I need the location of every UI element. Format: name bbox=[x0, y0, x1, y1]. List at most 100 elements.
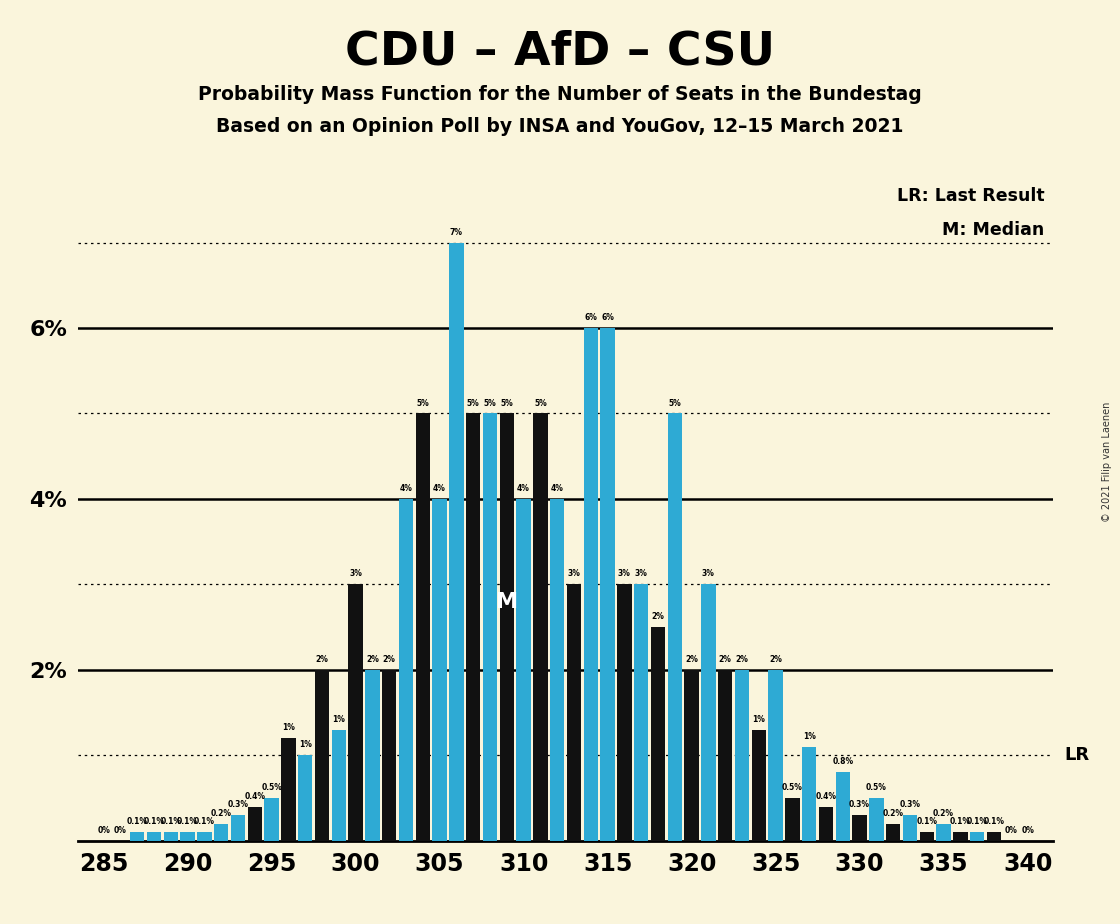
Text: 2%: 2% bbox=[769, 655, 782, 664]
Text: 0.1%: 0.1% bbox=[967, 818, 988, 826]
Bar bbox=[701, 585, 716, 841]
Text: 1%: 1% bbox=[282, 723, 295, 733]
Text: 0%: 0% bbox=[1005, 826, 1017, 835]
Bar bbox=[298, 756, 312, 841]
Bar bbox=[348, 585, 363, 841]
Text: M: Median: M: Median bbox=[942, 221, 1044, 238]
Text: 0.1%: 0.1% bbox=[177, 818, 198, 826]
Text: 2%: 2% bbox=[316, 655, 328, 664]
Text: 0%: 0% bbox=[1021, 826, 1034, 835]
Bar bbox=[197, 833, 212, 841]
Text: 2%: 2% bbox=[366, 655, 379, 664]
Text: 4%: 4% bbox=[551, 484, 563, 493]
Text: 1%: 1% bbox=[333, 715, 345, 723]
Text: 3%: 3% bbox=[635, 569, 647, 578]
Bar bbox=[432, 499, 447, 841]
Bar bbox=[382, 670, 396, 841]
Text: 0.5%: 0.5% bbox=[866, 784, 887, 792]
Bar bbox=[819, 807, 833, 841]
Text: 0.5%: 0.5% bbox=[261, 784, 282, 792]
Text: 1%: 1% bbox=[299, 740, 311, 749]
Text: 1%: 1% bbox=[803, 732, 815, 741]
Bar bbox=[264, 798, 279, 841]
Text: 5%: 5% bbox=[501, 398, 513, 407]
Bar bbox=[214, 824, 228, 841]
Text: 3%: 3% bbox=[618, 569, 631, 578]
Bar bbox=[920, 833, 934, 841]
Text: 0.4%: 0.4% bbox=[244, 792, 265, 801]
Bar bbox=[802, 747, 816, 841]
Bar bbox=[903, 815, 917, 841]
Bar bbox=[516, 499, 531, 841]
Bar bbox=[281, 738, 296, 841]
Text: 3%: 3% bbox=[349, 569, 362, 578]
Text: 3%: 3% bbox=[702, 569, 715, 578]
Text: 2%: 2% bbox=[383, 655, 395, 664]
Bar bbox=[466, 414, 480, 841]
Text: 4%: 4% bbox=[517, 484, 530, 493]
Text: LR: LR bbox=[1064, 747, 1090, 764]
Text: 0.3%: 0.3% bbox=[227, 800, 249, 809]
Text: 3%: 3% bbox=[568, 569, 580, 578]
Bar bbox=[953, 833, 968, 841]
Text: 0.8%: 0.8% bbox=[832, 758, 853, 767]
Text: 5%: 5% bbox=[484, 398, 496, 407]
Bar bbox=[936, 824, 951, 841]
Text: 6%: 6% bbox=[601, 313, 614, 322]
Bar bbox=[684, 670, 699, 841]
Bar bbox=[987, 833, 1001, 841]
Text: 4%: 4% bbox=[400, 484, 412, 493]
Text: LR: Last Result: LR: Last Result bbox=[897, 187, 1044, 204]
Text: 0.1%: 0.1% bbox=[950, 818, 971, 826]
Bar bbox=[164, 833, 178, 841]
Text: 0.5%: 0.5% bbox=[782, 784, 803, 792]
Text: 0.2%: 0.2% bbox=[933, 808, 954, 818]
Bar bbox=[550, 499, 564, 841]
Bar bbox=[483, 414, 497, 841]
Text: 2%: 2% bbox=[685, 655, 698, 664]
Bar bbox=[886, 824, 900, 841]
Bar bbox=[852, 815, 867, 841]
Bar bbox=[634, 585, 648, 841]
Bar bbox=[651, 627, 665, 841]
Bar bbox=[180, 833, 195, 841]
Text: Based on an Opinion Poll by INSA and YouGov, 12–15 March 2021: Based on an Opinion Poll by INSA and You… bbox=[216, 117, 904, 137]
Text: 0%: 0% bbox=[97, 826, 110, 835]
Bar bbox=[970, 833, 984, 841]
Bar bbox=[449, 243, 464, 841]
Bar bbox=[315, 670, 329, 841]
Text: 1%: 1% bbox=[753, 715, 765, 723]
Text: 7%: 7% bbox=[450, 227, 463, 237]
Text: 0.1%: 0.1% bbox=[143, 818, 165, 826]
Bar bbox=[231, 815, 245, 841]
Text: 0.1%: 0.1% bbox=[127, 818, 148, 826]
Text: 5%: 5% bbox=[467, 398, 479, 407]
Text: 2%: 2% bbox=[719, 655, 731, 664]
Text: 0.1%: 0.1% bbox=[194, 818, 215, 826]
Bar bbox=[248, 807, 262, 841]
Text: 0%: 0% bbox=[114, 826, 127, 835]
Text: 6%: 6% bbox=[585, 313, 597, 322]
Text: 0.3%: 0.3% bbox=[849, 800, 870, 809]
Bar bbox=[399, 499, 413, 841]
Bar bbox=[130, 833, 144, 841]
Bar bbox=[567, 585, 581, 841]
Bar bbox=[332, 730, 346, 841]
Bar bbox=[365, 670, 380, 841]
Bar bbox=[735, 670, 749, 841]
Text: 0.1%: 0.1% bbox=[916, 818, 937, 826]
Bar bbox=[768, 670, 783, 841]
Bar bbox=[785, 798, 800, 841]
Text: 4%: 4% bbox=[433, 484, 446, 493]
Text: 2%: 2% bbox=[736, 655, 748, 664]
Text: M: M bbox=[496, 591, 517, 612]
Text: 0.4%: 0.4% bbox=[815, 792, 837, 801]
Text: 0.1%: 0.1% bbox=[983, 818, 1005, 826]
Text: 0.1%: 0.1% bbox=[160, 818, 181, 826]
Bar bbox=[584, 328, 598, 841]
Bar bbox=[416, 414, 430, 841]
Text: 5%: 5% bbox=[669, 398, 681, 407]
Bar bbox=[500, 414, 514, 841]
Text: © 2021 Filip van Laenen: © 2021 Filip van Laenen bbox=[1102, 402, 1111, 522]
Text: Probability Mass Function for the Number of Seats in the Bundestag: Probability Mass Function for the Number… bbox=[198, 85, 922, 104]
